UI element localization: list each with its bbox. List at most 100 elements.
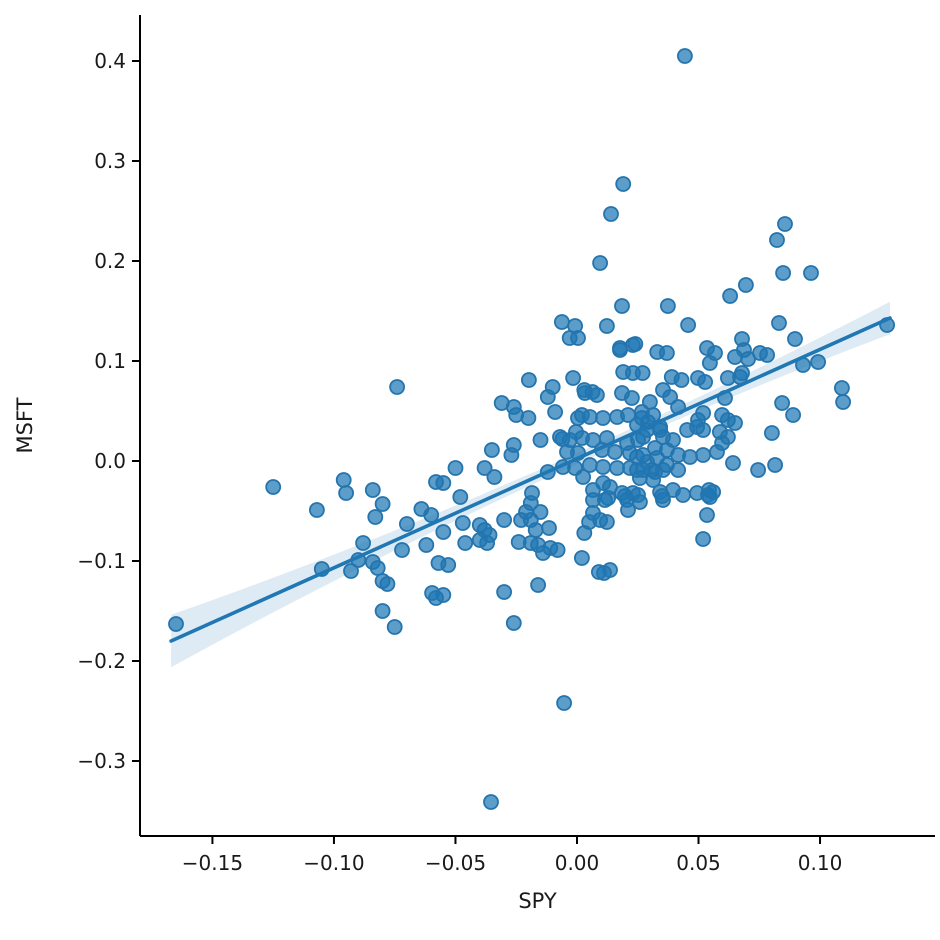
data-point (803, 265, 819, 281)
data-point (670, 462, 686, 478)
data-point (423, 507, 440, 523)
data-point (338, 485, 355, 501)
data-point (622, 445, 638, 461)
data-point (727, 349, 743, 365)
data-point (645, 472, 661, 488)
data-point (634, 365, 651, 381)
data-point (725, 455, 741, 471)
data-point (705, 484, 721, 500)
x-tick-label: −0.10 (303, 851, 364, 875)
data-point (777, 216, 793, 232)
x-axis: −0.15 −0.10 −0.05 0.00 0.05 0.10 (182, 836, 843, 875)
data-point (714, 435, 730, 451)
data-point (539, 389, 556, 405)
data-point (764, 425, 780, 441)
data-point (617, 488, 633, 504)
data-point (168, 616, 184, 632)
data-point (483, 794, 499, 810)
data-point (585, 505, 601, 521)
y-tick-label: −0.3 (77, 749, 126, 773)
data-point (532, 432, 549, 448)
data-point (597, 492, 613, 508)
data-point (612, 342, 628, 358)
data-point (699, 507, 715, 523)
x-tick-label: 0.05 (676, 851, 721, 875)
data-point (521, 372, 537, 388)
data-point (645, 407, 661, 423)
data-point (607, 444, 623, 460)
data-point (447, 460, 464, 476)
data-point (476, 460, 493, 476)
x-tick-label: −0.05 (425, 851, 486, 875)
data-point (675, 487, 691, 503)
data-point (308, 502, 325, 518)
data-point (695, 531, 711, 547)
data-point (767, 457, 783, 473)
data-point (759, 347, 775, 363)
data-point (364, 482, 381, 498)
data-point (702, 355, 718, 371)
data-point (522, 512, 539, 528)
data-point (496, 512, 513, 528)
data-point (530, 577, 546, 593)
y-tick-label: −0.2 (77, 649, 126, 673)
data-point (428, 474, 444, 490)
y-tick-label: 0.1 (94, 349, 126, 373)
data-point (582, 409, 598, 425)
data-point (835, 394, 851, 410)
data-point (483, 442, 500, 458)
data-point (386, 619, 403, 635)
data-point (335, 472, 352, 488)
x-axis-label: SPY (518, 889, 557, 913)
data-point (595, 410, 611, 426)
data-point (389, 379, 406, 395)
data-point (614, 298, 630, 314)
y-tick-label: 0.3 (94, 149, 126, 173)
data-point (627, 336, 644, 352)
y-axis-label: MSFT (13, 397, 37, 453)
x-tick-label: 0.10 (798, 851, 843, 875)
data-point (615, 176, 632, 192)
data-point (496, 584, 513, 600)
data-point (659, 345, 675, 361)
data-point (609, 460, 625, 476)
data-point (727, 415, 743, 431)
y-tick-label: 0.2 (94, 249, 126, 273)
data-point (695, 422, 711, 438)
data-point (503, 447, 520, 463)
y-tick-label: 0.0 (94, 449, 126, 473)
data-point (680, 317, 696, 333)
data-point (620, 502, 636, 518)
data-point (722, 288, 738, 304)
data-point (570, 330, 586, 346)
data-point (565, 370, 581, 386)
data-point (603, 206, 619, 222)
data-point (547, 404, 563, 420)
data-point (418, 537, 435, 553)
data-point (435, 524, 452, 540)
data-point (810, 354, 826, 370)
data-point (654, 488, 670, 504)
data-point (599, 318, 615, 334)
data-point (785, 407, 801, 423)
data-point (589, 387, 605, 403)
data-point (750, 462, 766, 478)
y-axis: 0.4 0.3 0.2 0.1 0.0 −0.1 −0.2 −0.3 (77, 49, 140, 773)
data-point (595, 459, 611, 475)
data-point (398, 516, 415, 532)
data-point (624, 390, 640, 406)
data-point (574, 550, 590, 566)
data-point (479, 535, 496, 551)
y-tick-label: −0.1 (77, 549, 126, 573)
data-point (677, 48, 693, 64)
data-point (774, 395, 790, 411)
data-point (662, 389, 678, 405)
data-point (787, 331, 803, 347)
data-point (452, 489, 469, 505)
data-point (738, 277, 754, 293)
data-point (541, 520, 557, 536)
data-point (428, 590, 444, 606)
x-tick-label: 0.00 (555, 851, 600, 875)
